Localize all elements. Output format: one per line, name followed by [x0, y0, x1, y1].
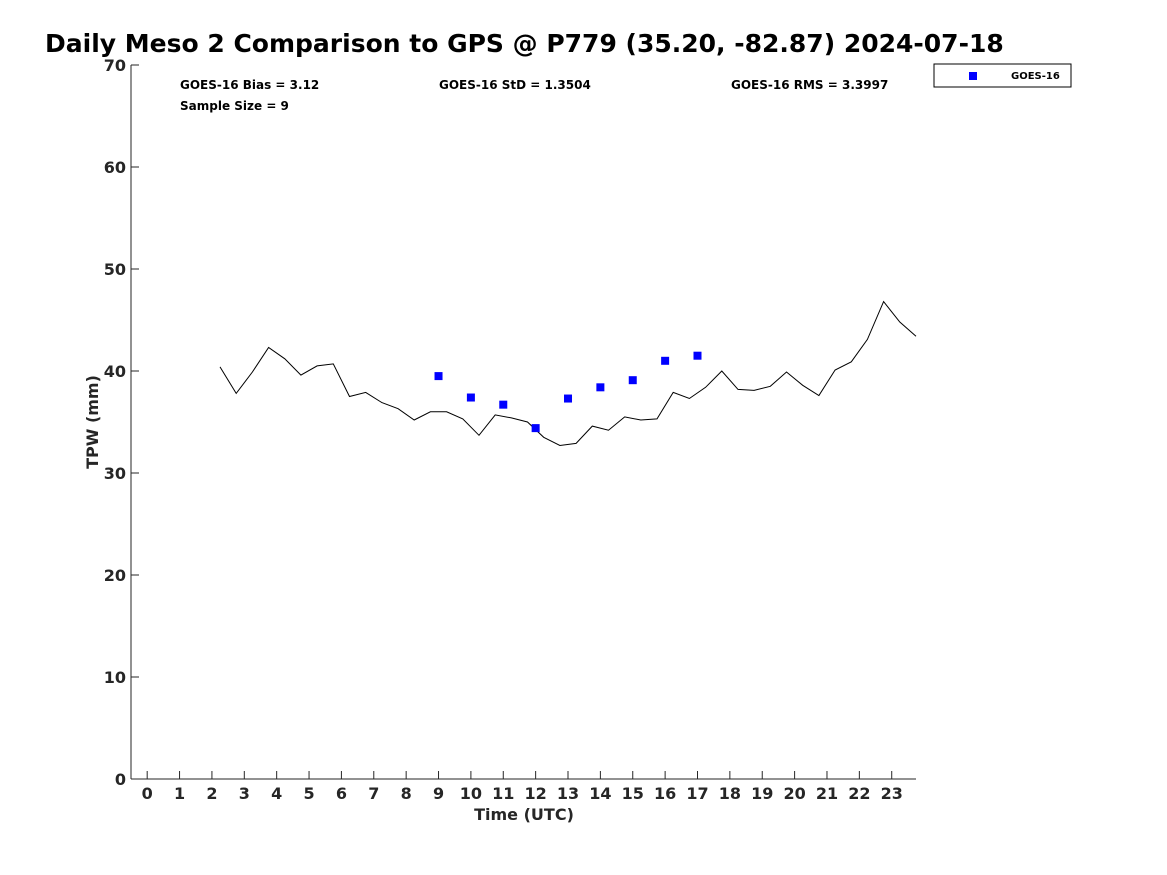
x-axis-label: Time (UTC) [474, 805, 574, 824]
x-tick-label: 4 [271, 784, 282, 803]
gps-tpw-line [219, 300, 917, 447]
legend: GOES-16 [933, 63, 1072, 88]
x-tick-label: 8 [401, 784, 412, 803]
bias-stat: GOES-16 Bias = 3.12 [180, 78, 319, 92]
sample-size-stat: Sample Size = 9 [180, 99, 289, 113]
y-axis-label: TPW (mm) [83, 375, 102, 469]
x-tick-label: 13 [557, 784, 579, 803]
std-stat: GOES-16 StD = 1.3504 [439, 78, 591, 92]
x-tick-label: 10 [460, 784, 482, 803]
legend-marker-goes-16 [969, 72, 977, 80]
goes-16-point [596, 383, 605, 392]
y-tick-label: 60 [104, 158, 126, 177]
x-tick-label: 23 [881, 784, 903, 803]
goes-16-point [564, 394, 573, 403]
x-tick-label: 22 [848, 784, 870, 803]
y-tick-label: 20 [104, 566, 126, 585]
x-tick-label: 2 [206, 784, 217, 803]
x-tick-label: 11 [492, 784, 514, 803]
x-ticks: 0 1 2 3 4 5 6 7 8 9 10 11 12 13 14 15 16 17 18 19 20 21 22 23 [142, 771, 903, 803]
gps-series [219, 300, 917, 447]
goes-16-series [434, 351, 702, 433]
x-tick-label: 0 [142, 784, 153, 803]
y-ticks: 0 10 20 30 40 50 60 70 [104, 56, 139, 789]
x-tick-label: 19 [751, 784, 773, 803]
legend-label-goes-16: GOES-16 [1011, 71, 1060, 82]
goes-16-point [628, 376, 637, 385]
x-tick-label: 6 [336, 784, 347, 803]
x-tick-label: 9 [433, 784, 444, 803]
x-tick-label: 16 [654, 784, 676, 803]
x-tick-label: 17 [686, 784, 708, 803]
axes [130, 65, 916, 780]
y-tick-label: 0 [115, 770, 126, 789]
y-tick-label: 30 [104, 464, 126, 483]
x-tick-label: 5 [303, 784, 314, 803]
legend-box [933, 63, 1072, 88]
y-tick-label: 50 [104, 260, 126, 279]
goes-16-point [693, 351, 702, 360]
goes-16-point [499, 400, 508, 409]
x-tick-label: 21 [816, 784, 838, 803]
y-tick-label: 70 [104, 56, 126, 75]
x-tick-label: 3 [239, 784, 250, 803]
x-tick-label: 12 [525, 784, 547, 803]
goes-16-point [466, 393, 475, 402]
rms-stat: GOES-16 RMS = 3.3997 [731, 78, 888, 92]
goes-16-point [661, 356, 670, 365]
x-tick-label: 1 [174, 784, 185, 803]
x-tick-label: 7 [368, 784, 379, 803]
x-tick-label: 14 [589, 784, 611, 803]
goes-16-point [434, 372, 443, 381]
x-tick-label: 15 [622, 784, 644, 803]
x-tick-label: 20 [783, 784, 805, 803]
y-tick-label: 10 [104, 668, 126, 687]
goes-16-point [531, 424, 540, 433]
chart-title: Daily Meso 2 Comparison to GPS @ P779 (3… [45, 29, 1004, 58]
x-tick-label: 18 [719, 784, 741, 803]
y-tick-label: 40 [104, 362, 126, 381]
